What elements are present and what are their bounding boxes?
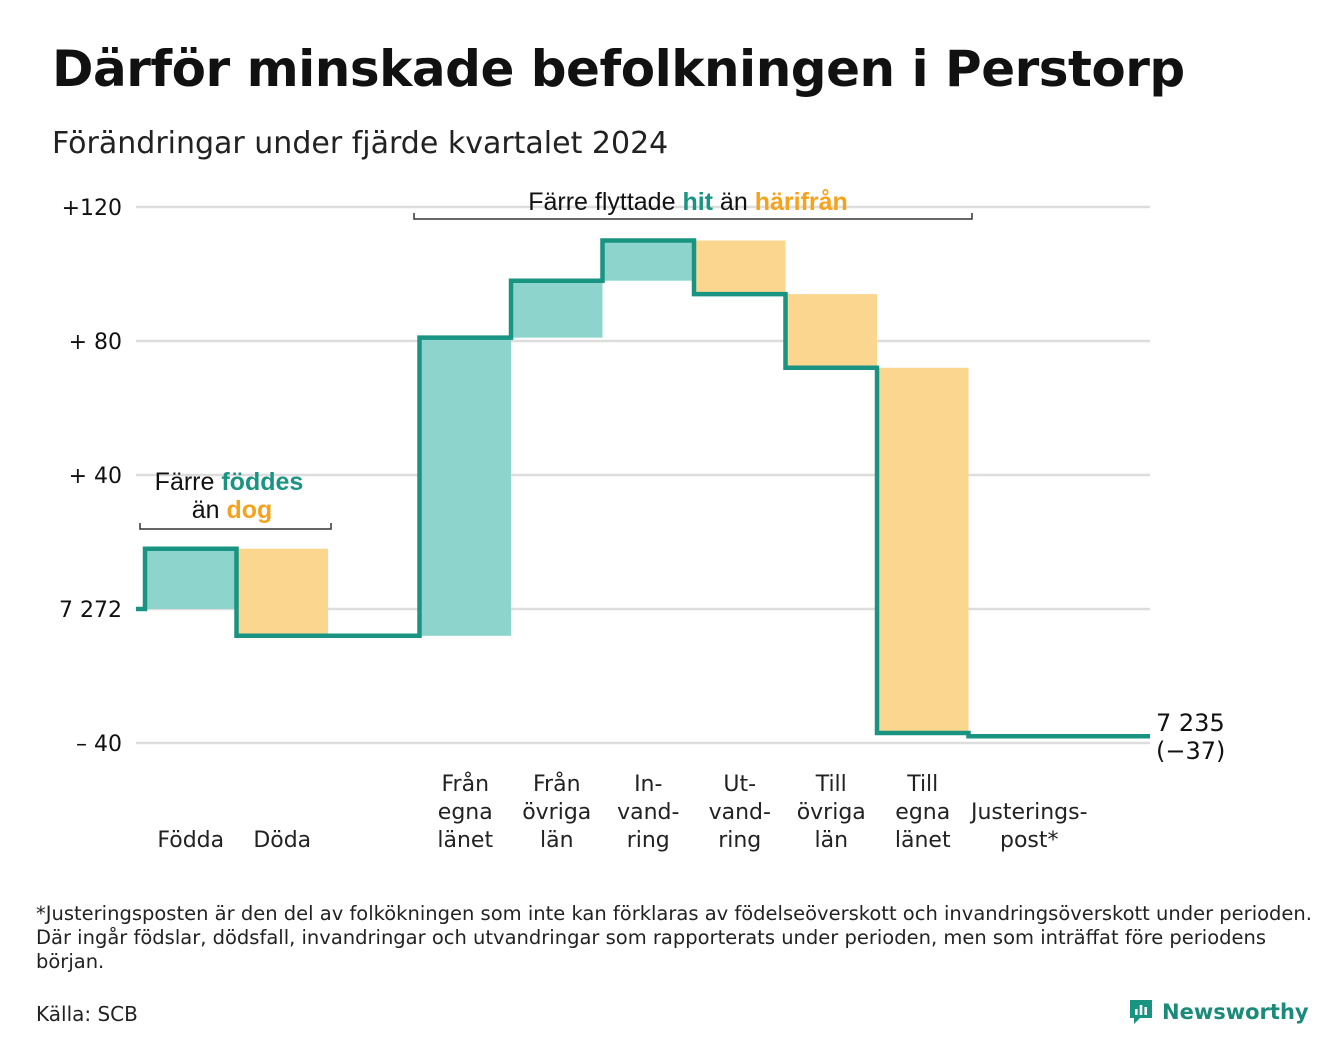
category-label: vand- [709,800,771,825]
label-layer: +120 + 80 + 40 7 272 – 40 Födda Döda Från egna lä… [59,196,1225,853]
waterfall-bar [511,280,603,338]
brand-logo[interactable]: Newsworthy [1128,998,1309,1026]
category-label: In- [634,772,662,797]
category-label: länet [895,828,951,853]
end-value-label: 7 235 [1156,709,1225,737]
y-tick-label: + 40 [69,464,122,489]
category-label: Till [906,772,938,797]
y-tick-label: 7 272 [59,598,122,623]
chart-subtitle: Förändringar under fjärde kvartalet 2024 [52,126,669,161]
annotation-births-part: Färre [155,468,222,496]
annotation-bracket [139,523,332,530]
category-label: Döda [253,828,311,853]
category-label: län [814,828,848,853]
annotation-migration-part: hit [682,188,713,216]
footnote: *Justeringsposten är den del av folkökni… [36,902,1312,973]
annotation-deaths-part: än [192,496,227,524]
waterfall-bar [785,294,877,368]
bars-layer [145,240,969,733]
category-label: Födda [157,828,224,853]
waterfall-bar [877,367,969,733]
category-label: post* [1000,828,1059,853]
annotation-bracket [413,213,973,220]
category-label: Från [441,771,489,797]
annotation-migration-part: Färre flyttade [528,188,682,216]
y-tick-label: – 40 [76,732,122,757]
cumulative-step-line [136,238,1150,739]
waterfall-bar [694,240,786,295]
category-label: vand- [617,800,679,825]
category-label: Ut- [723,772,756,797]
category-label: ring [627,828,670,853]
category-label: Justerings- [969,800,1088,825]
annotation-deaths-part: dog [226,496,272,524]
end-change-label: (−37) [1156,737,1225,765]
waterfall-bar [602,240,694,281]
category-label: övriga [522,800,591,825]
annotation-births-part: föddes [221,468,303,496]
waterfall-bar [419,337,511,636]
category-label: län [540,828,574,853]
category-label: egna [895,800,950,825]
annotation-migration-part: än [713,188,755,216]
y-tick-label: + 80 [69,330,122,355]
category-label: egna [438,800,493,825]
category-label: Till [815,772,847,797]
annotation-migration-part: härifrån [755,188,848,216]
category-label: ring [718,828,761,853]
annotation-births: Färre föddes [155,468,304,496]
source-note: Källa: SCB [36,1002,138,1026]
line-layer [136,238,1150,739]
annotation-migration: Färre flyttade hit än härifrån [528,188,848,216]
newsworthy-logo-icon [1130,1000,1152,1024]
chart-title: Därför minskade befolkningen i Perstorp [52,40,1185,98]
category-label: övriga [797,800,866,825]
annotation-deaths: än dog [192,496,273,524]
brand-name: Newsworthy [1162,1000,1309,1024]
y-tick-label: +120 [62,196,122,221]
waterfall-bar [236,548,328,636]
category-label: länet [437,828,493,853]
category-label: Från [533,771,581,797]
waterfall-bar [145,548,237,609]
